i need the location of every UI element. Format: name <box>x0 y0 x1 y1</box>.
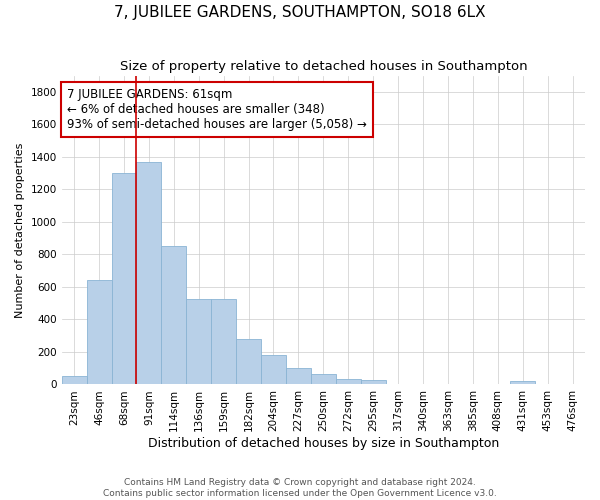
Bar <box>62 376 86 384</box>
Text: 7 JUBILEE GARDENS: 61sqm
← 6% of detached houses are smaller (348)
93% of semi-d: 7 JUBILEE GARDENS: 61sqm ← 6% of detache… <box>67 88 367 131</box>
Bar <box>286 368 311 384</box>
Bar <box>161 246 186 384</box>
Bar <box>86 280 112 384</box>
Bar <box>336 379 361 384</box>
Bar <box>112 173 136 384</box>
X-axis label: Distribution of detached houses by size in Southampton: Distribution of detached houses by size … <box>148 437 499 450</box>
Y-axis label: Number of detached properties: Number of detached properties <box>15 142 25 318</box>
Bar <box>261 355 286 384</box>
Bar <box>211 299 236 384</box>
Bar <box>186 299 211 384</box>
Title: Size of property relative to detached houses in Southampton: Size of property relative to detached ho… <box>119 60 527 73</box>
Text: 7, JUBILEE GARDENS, SOUTHAMPTON, SO18 6LX: 7, JUBILEE GARDENS, SOUTHAMPTON, SO18 6L… <box>114 5 486 20</box>
Text: Contains HM Land Registry data © Crown copyright and database right 2024.
Contai: Contains HM Land Registry data © Crown c… <box>103 478 497 498</box>
Bar <box>236 339 261 384</box>
Bar <box>510 381 535 384</box>
Bar <box>361 380 386 384</box>
Bar <box>311 374 336 384</box>
Bar <box>136 162 161 384</box>
